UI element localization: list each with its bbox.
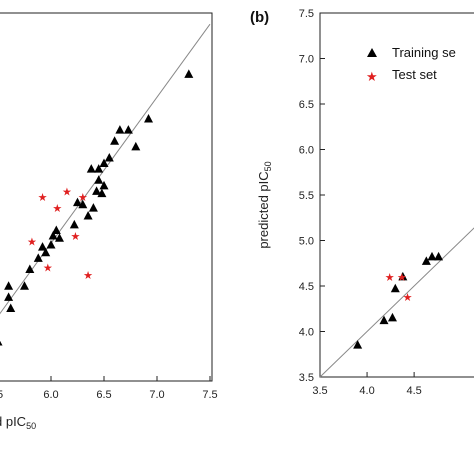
panel-a-test-point: ★ bbox=[27, 236, 37, 249]
panel-a-training-point bbox=[184, 69, 194, 78]
panel-b-y-axis-label: predicted pIC50 bbox=[256, 161, 273, 248]
panel-a-training-point bbox=[92, 186, 102, 195]
x-tick-label: 7.5 bbox=[202, 389, 217, 401]
panel-a-training-point bbox=[94, 164, 104, 173]
legend-training-marker bbox=[367, 48, 377, 57]
panel-a-training-point bbox=[41, 247, 51, 257]
x-tick-label: 5 bbox=[0, 389, 3, 401]
panel-a-training-point bbox=[115, 125, 125, 134]
panel-a-training-point bbox=[33, 253, 43, 262]
panel-a-training-point bbox=[123, 125, 133, 134]
panel-a-training-point bbox=[78, 199, 88, 209]
panel-a-training-point bbox=[20, 281, 29, 290]
panel-a-training-point bbox=[73, 197, 82, 207]
x-tick-label: 4.5 bbox=[406, 385, 421, 397]
panel-b-training-point bbox=[379, 315, 389, 325]
panel-a-x-ticks: 5 6.0 6.5 7.0 7.5 bbox=[0, 376, 218, 401]
panel-a-training-point bbox=[83, 210, 93, 220]
y-tick-label: 6.5 bbox=[299, 99, 314, 111]
panel-a-test-point: ★ bbox=[52, 202, 62, 215]
panel-a-training-point bbox=[54, 233, 64, 242]
panel-b-points: ★ ★★ bbox=[353, 251, 444, 349]
panel-a-training-point bbox=[88, 203, 98, 212]
y-tick-label: 7.5 bbox=[299, 8, 314, 20]
panel-a-training-point bbox=[48, 231, 58, 240]
panel-b: (b) 3.5 4.0 4.5 5.0 5.5 6.0 6.5 7.0 7.5 3.5 4.0 4.… bbox=[250, 8, 474, 397]
panel-a-test-point: ★ bbox=[78, 191, 88, 204]
panel-b-legend: Training se ★ Test set bbox=[366, 45, 456, 85]
panel-a-training-point bbox=[25, 264, 35, 273]
panel-a-training-point bbox=[110, 136, 120, 145]
legend-test-label: Test set bbox=[392, 67, 437, 82]
panel-a-test-point: ★ bbox=[62, 185, 72, 198]
panel-a-training-point bbox=[51, 225, 61, 234]
panel-a-training-point bbox=[104, 152, 114, 162]
panel-a-training-point bbox=[46, 239, 56, 249]
panel-a-test-point: ★ bbox=[70, 230, 80, 243]
panel-a-training-point bbox=[131, 141, 141, 151]
panel-b-x-ticks: 3.5 4.0 4.5 bbox=[312, 372, 422, 397]
panel-b-label: (b) bbox=[250, 9, 269, 26]
panel-a-test-point: ★ bbox=[43, 261, 53, 274]
panel-a-training-point bbox=[6, 303, 16, 313]
panel-a-training-point bbox=[86, 164, 96, 173]
y-tick-label: 4.5 bbox=[299, 281, 314, 293]
legend-test-marker: ★ bbox=[366, 70, 378, 85]
x-tick-label: 4.0 bbox=[359, 385, 374, 397]
panel-b-diagonal-line bbox=[319, 227, 474, 378]
panel-a-plot-frame bbox=[0, 12, 213, 382]
panel-a-training-point bbox=[99, 180, 109, 190]
panel-a-training-point bbox=[38, 242, 48, 251]
x-tick-label: 3.5 bbox=[312, 385, 327, 397]
panel-a-test-point: ★ bbox=[38, 191, 48, 204]
panel-a-training-point bbox=[144, 113, 154, 123]
legend-training-label: Training se bbox=[392, 45, 456, 60]
panel-a-training-point bbox=[99, 158, 109, 168]
panel-b-test-point: ★ bbox=[397, 271, 407, 284]
panel-b-training-point bbox=[353, 340, 363, 349]
panel-a-training-point bbox=[97, 188, 107, 198]
y-tick-label: 3.5 bbox=[299, 372, 314, 384]
y-tick-label: 4.0 bbox=[299, 327, 314, 339]
panel-a-training-point bbox=[4, 292, 14, 301]
panel-a-training-point bbox=[94, 175, 104, 184]
panel-a: 56.06.57.07.5 ★★★★★★★★ d pIC50 bbox=[0, 12, 218, 431]
panel-a-training-point bbox=[4, 281, 14, 290]
panel-b-training-point bbox=[421, 256, 431, 265]
x-tick-label: 6.0 bbox=[43, 389, 58, 401]
y-tick-label: 6.0 bbox=[299, 145, 314, 157]
panel-b-training-point bbox=[387, 312, 397, 322]
y-tick-label: 5.5 bbox=[299, 190, 314, 202]
panel-a-x-axis-label: d pIC50 bbox=[0, 414, 36, 431]
x-tick-label: 6.5 bbox=[96, 389, 111, 401]
panel-a-training-point bbox=[0, 340, 3, 346]
y-tick-label: 5.0 bbox=[299, 236, 314, 248]
panel-a-diagonal-line bbox=[0, 23, 211, 315]
panel-a-training-point bbox=[69, 219, 79, 229]
panel-b-training-point bbox=[398, 271, 408, 281]
panel-b-test-point: ★ bbox=[385, 271, 395, 284]
y-tick-label: 7.0 bbox=[299, 54, 314, 66]
panel-b-training-point bbox=[427, 251, 437, 261]
panel-b-y-ticks: 3.5 4.0 4.5 5.0 5.5 6.0 6.5 7.0 7.5 bbox=[299, 8, 325, 384]
panel-b-training-point bbox=[434, 251, 444, 261]
panel-b-training-point bbox=[390, 283, 400, 293]
x-tick-label: 7.0 bbox=[149, 389, 164, 401]
panel-b-test-point: ★ bbox=[403, 291, 413, 304]
panel-a-test-point: ★ bbox=[83, 269, 93, 282]
panel-a-points: ★★★★★★ ★★ bbox=[0, 69, 194, 346]
